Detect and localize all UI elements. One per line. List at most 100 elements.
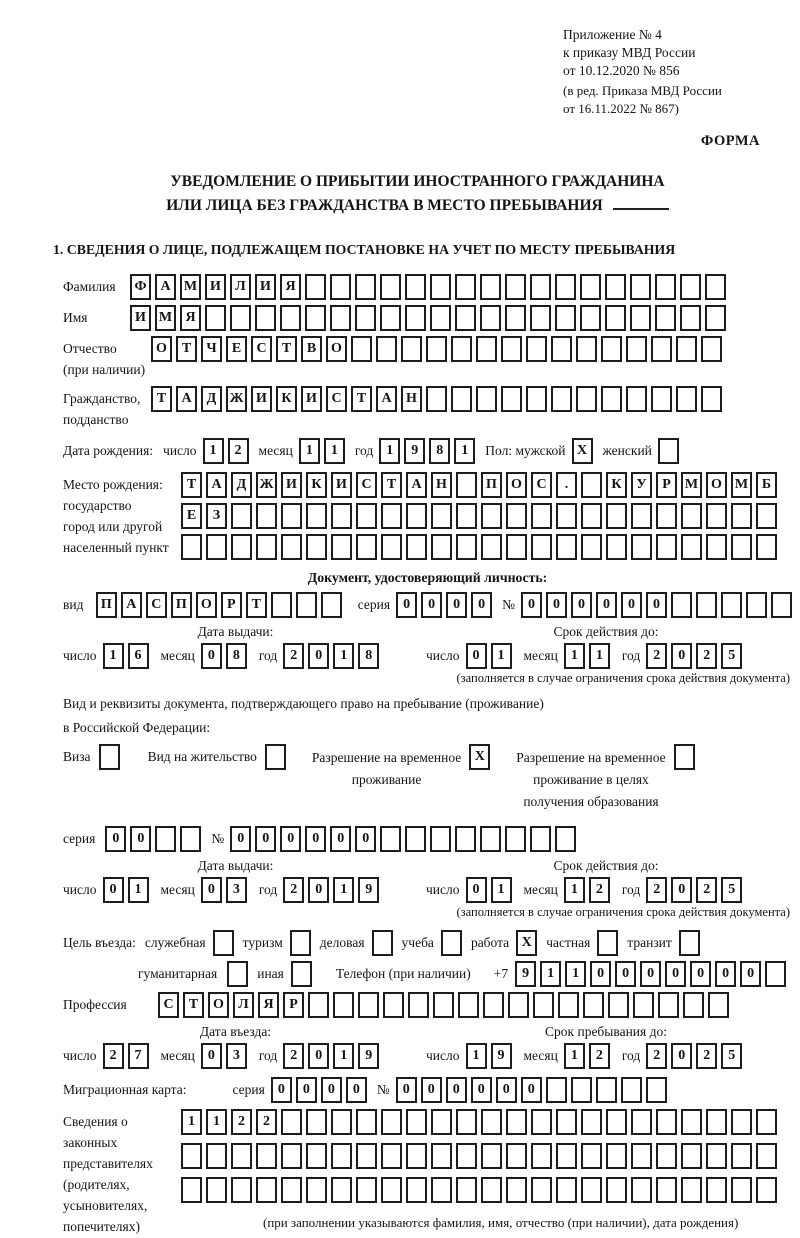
char-box[interactable] (705, 273, 726, 300)
char-box[interactable] (526, 385, 547, 412)
private-checkbox[interactable] (597, 930, 619, 957)
char-box[interactable] (580, 273, 601, 300)
char-box[interactable]: О (506, 472, 527, 499)
char-box[interactable]: 0 (270, 1077, 292, 1104)
char-box[interactable] (281, 1109, 302, 1136)
char-box[interactable] (531, 534, 552, 561)
char-box[interactable] (633, 992, 654, 1019)
char-box[interactable] (256, 534, 277, 561)
char-box[interactable] (555, 826, 577, 853)
char-box[interactable]: П (170, 592, 192, 619)
char-box[interactable]: И (255, 273, 276, 300)
char-box[interactable] (381, 1143, 402, 1170)
char-box[interactable]: 2 (646, 1043, 668, 1070)
char-box[interactable] (705, 304, 726, 331)
char-box[interactable] (381, 1109, 402, 1136)
char-box[interactable] (506, 1143, 527, 1170)
char-box[interactable] (476, 335, 497, 362)
char-box[interactable]: 7 (127, 1043, 149, 1070)
char-box[interactable]: И (205, 273, 226, 300)
char-box[interactable] (281, 1143, 302, 1170)
char-box[interactable] (620, 1077, 642, 1104)
char-box[interactable] (406, 534, 427, 561)
char-box[interactable] (721, 592, 742, 619)
char-box[interactable] (530, 304, 551, 331)
char-box[interactable]: С (158, 992, 179, 1019)
char-box[interactable]: 1 (127, 877, 149, 904)
char-box[interactable]: 0 (308, 1043, 330, 1070)
char-box[interactable]: 0 (465, 643, 487, 670)
char-box[interactable] (331, 1143, 352, 1170)
char-box[interactable]: З (206, 503, 227, 530)
char-box[interactable] (501, 335, 522, 362)
char-box[interactable]: 1 (379, 438, 401, 465)
char-box[interactable]: 9 (358, 1043, 380, 1070)
char-box[interactable]: 1 (563, 1043, 585, 1070)
char-box[interactable]: В (301, 335, 322, 362)
char-box[interactable] (630, 304, 651, 331)
char-box[interactable]: С (356, 472, 377, 499)
char-box[interactable] (706, 1143, 727, 1170)
char-box[interactable]: 1 (588, 643, 610, 670)
char-box[interactable]: 0 (396, 592, 418, 619)
char-box[interactable] (601, 385, 622, 412)
work-checkbox[interactable]: X (516, 930, 538, 957)
char-box[interactable] (526, 335, 547, 362)
char-box[interactable] (655, 273, 676, 300)
char-box[interactable] (181, 1177, 202, 1204)
char-box[interactable]: 0 (345, 1077, 367, 1104)
char-box[interactable]: 9 (358, 877, 380, 904)
char-box[interactable]: С (326, 385, 347, 412)
char-box[interactable] (731, 503, 752, 530)
char-box[interactable]: 0 (305, 826, 327, 853)
char-box[interactable]: 1 (333, 877, 355, 904)
char-box[interactable]: 9 (515, 961, 537, 988)
char-box[interactable]: Т (245, 592, 267, 619)
char-box[interactable]: К (276, 385, 297, 412)
char-box[interactable] (631, 1109, 652, 1136)
char-box[interactable]: 2 (696, 877, 718, 904)
char-box[interactable] (430, 273, 451, 300)
char-box[interactable] (756, 503, 777, 530)
char-box[interactable] (455, 826, 477, 853)
char-box[interactable] (458, 992, 479, 1019)
char-box[interactable]: Т (183, 992, 204, 1019)
char-box[interactable] (771, 592, 792, 619)
char-box[interactable] (508, 992, 529, 1019)
char-box[interactable] (658, 992, 679, 1019)
char-box[interactable] (481, 503, 502, 530)
char-box[interactable]: 2 (646, 877, 668, 904)
char-box[interactable] (606, 534, 627, 561)
char-box[interactable] (680, 273, 701, 300)
char-box[interactable]: Я (180, 304, 201, 331)
char-box[interactable]: 0 (465, 877, 487, 904)
char-box[interactable]: 2 (283, 877, 305, 904)
other-checkbox[interactable] (290, 961, 312, 988)
char-box[interactable] (606, 503, 627, 530)
char-box[interactable] (405, 304, 426, 331)
char-box[interactable]: 1 (333, 643, 355, 670)
char-box[interactable] (451, 385, 472, 412)
char-box[interactable] (383, 992, 404, 1019)
char-box[interactable] (256, 1177, 277, 1204)
char-box[interactable] (706, 534, 727, 561)
char-box[interactable]: 0 (665, 961, 687, 988)
char-box[interactable]: 1 (202, 438, 224, 465)
char-box[interactable] (481, 1143, 502, 1170)
char-box[interactable]: Б (756, 472, 777, 499)
char-box[interactable]: Ж (256, 472, 277, 499)
char-box[interactable]: 0 (690, 961, 712, 988)
char-box[interactable] (331, 1109, 352, 1136)
char-box[interactable]: М (681, 472, 702, 499)
char-box[interactable] (206, 1177, 227, 1204)
char-box[interactable] (696, 592, 717, 619)
char-box[interactable]: 0 (395, 1077, 417, 1104)
char-box[interactable] (331, 534, 352, 561)
char-box[interactable] (406, 503, 427, 530)
char-box[interactable] (656, 1143, 677, 1170)
char-box[interactable] (426, 335, 447, 362)
char-box[interactable]: 0 (471, 592, 493, 619)
char-box[interactable] (706, 503, 727, 530)
humanitarian-checkbox[interactable] (227, 961, 249, 988)
char-box[interactable] (681, 1143, 702, 1170)
